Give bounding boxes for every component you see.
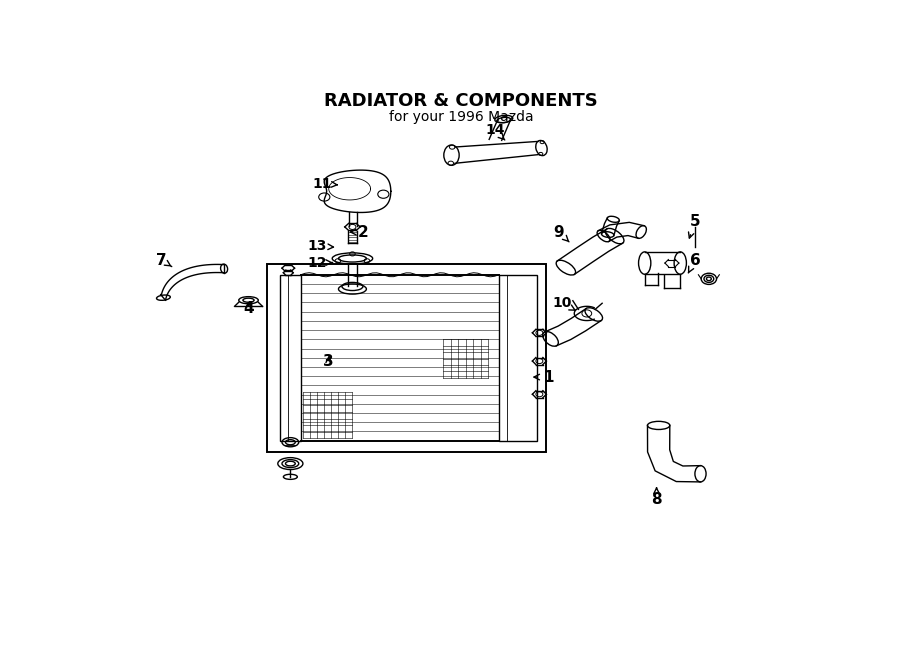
Text: for your 1996 Mazda: for your 1996 Mazda [389,110,534,124]
Text: 2: 2 [350,225,369,239]
Text: 8: 8 [652,488,662,507]
Text: 13: 13 [307,239,334,253]
Text: 6: 6 [688,253,700,273]
Text: 14: 14 [485,123,505,140]
Text: 5: 5 [688,214,700,238]
Text: 4: 4 [243,301,254,316]
Text: 12: 12 [307,256,332,270]
Bar [267,264,546,452]
Text: 7: 7 [156,253,172,268]
Text: 3: 3 [323,354,334,369]
Text: 10: 10 [553,296,575,310]
Text: 9: 9 [554,225,569,242]
Text: 11: 11 [312,176,338,190]
Bar [280,275,301,441]
Text: RADIATOR & COMPONENTS: RADIATOR & COMPONENTS [324,92,598,110]
Bar [499,275,537,441]
Text: 1: 1 [534,369,554,385]
